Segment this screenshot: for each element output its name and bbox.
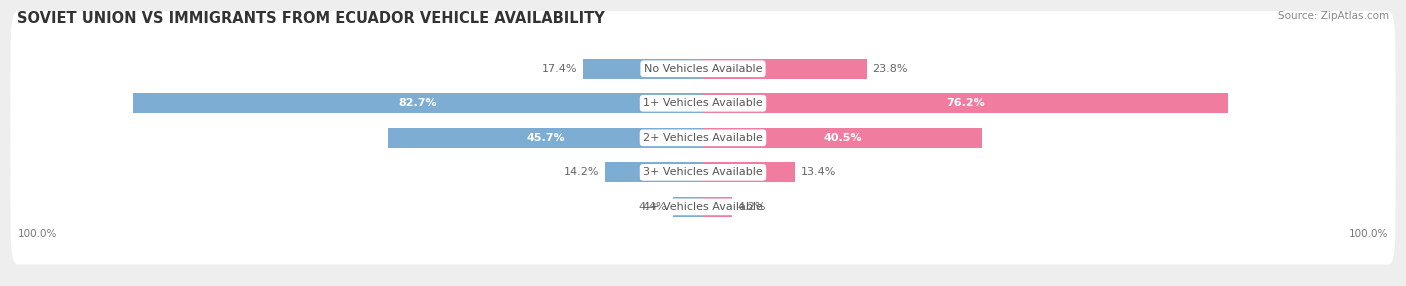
Text: 100.0%: 100.0% <box>1350 229 1389 239</box>
Bar <box>703 162 796 182</box>
FancyBboxPatch shape <box>11 149 1395 265</box>
Text: 17.4%: 17.4% <box>543 64 578 74</box>
Text: 14.2%: 14.2% <box>564 167 599 177</box>
Bar <box>134 93 703 113</box>
Bar <box>388 128 703 148</box>
Text: 100.0%: 100.0% <box>17 229 56 239</box>
Text: 3+ Vehicles Available: 3+ Vehicles Available <box>643 167 763 177</box>
Text: 13.4%: 13.4% <box>801 167 837 177</box>
Text: 2+ Vehicles Available: 2+ Vehicles Available <box>643 133 763 143</box>
Text: No Vehicles Available: No Vehicles Available <box>644 64 762 74</box>
FancyBboxPatch shape <box>11 46 1395 161</box>
Text: 40.5%: 40.5% <box>824 133 862 143</box>
Text: 4.4%: 4.4% <box>638 202 668 212</box>
Text: 4.2%: 4.2% <box>738 202 766 212</box>
Text: 82.7%: 82.7% <box>399 98 437 108</box>
FancyBboxPatch shape <box>11 11 1395 126</box>
FancyBboxPatch shape <box>11 80 1395 195</box>
Text: 45.7%: 45.7% <box>526 133 565 143</box>
Bar <box>703 128 981 148</box>
Bar <box>703 197 733 217</box>
Bar <box>583 59 703 79</box>
Bar <box>703 93 1227 113</box>
Text: 1+ Vehicles Available: 1+ Vehicles Available <box>643 98 763 108</box>
FancyBboxPatch shape <box>11 115 1395 230</box>
Bar <box>672 197 703 217</box>
Bar <box>703 59 868 79</box>
Text: 4+ Vehicles Available: 4+ Vehicles Available <box>643 202 763 212</box>
Text: SOVIET UNION VS IMMIGRANTS FROM ECUADOR VEHICLE AVAILABILITY: SOVIET UNION VS IMMIGRANTS FROM ECUADOR … <box>17 11 605 26</box>
Text: Source: ZipAtlas.com: Source: ZipAtlas.com <box>1278 11 1389 21</box>
Bar <box>605 162 703 182</box>
Text: 23.8%: 23.8% <box>873 64 908 74</box>
Text: 76.2%: 76.2% <box>946 98 984 108</box>
